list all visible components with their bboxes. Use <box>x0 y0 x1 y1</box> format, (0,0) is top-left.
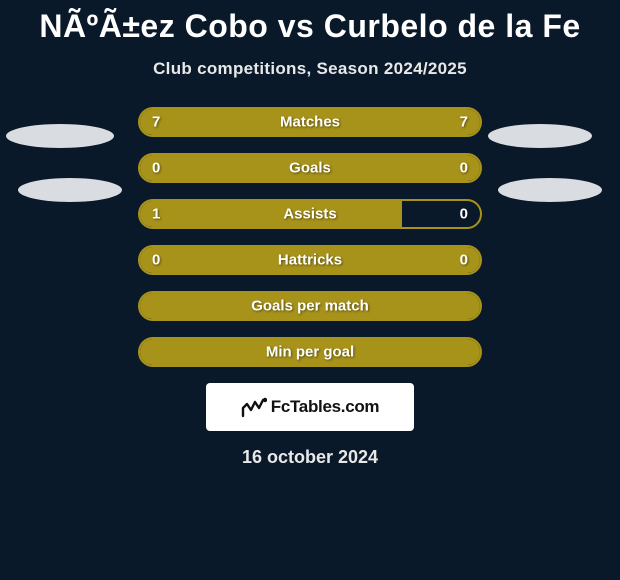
stat-row: 0 Hattricks 0 <box>138 245 482 275</box>
logo-box: FcTables.com <box>206 383 414 431</box>
stat-value-left: 0 <box>152 160 160 177</box>
stat-row: 7 Matches 7 <box>138 107 482 137</box>
logo-text: FcTables.com <box>271 397 380 417</box>
stat-value-left: 1 <box>152 206 160 223</box>
stat-fill-left <box>140 155 310 181</box>
stat-label: Goals per match <box>251 298 369 315</box>
stat-row: Min per goal <box>138 337 482 367</box>
stat-row: Goals per match <box>138 291 482 321</box>
player-ellipse <box>498 178 602 202</box>
player-ellipse <box>18 178 122 202</box>
stat-row: 1 Assists 0 <box>138 199 482 229</box>
stat-value-left: 0 <box>152 252 160 269</box>
stat-value-left: 7 <box>152 114 160 131</box>
subtitle: Club competitions, Season 2024/2025 <box>0 59 620 79</box>
fctables-logo-icon <box>241 396 267 418</box>
stat-label: Assists <box>283 206 336 223</box>
stat-label: Min per goal <box>266 344 354 361</box>
stat-value-right: 0 <box>460 252 468 269</box>
date-text: 16 october 2024 <box>0 447 620 468</box>
stat-value-right: 0 <box>460 160 468 177</box>
player-ellipse <box>488 124 592 148</box>
stat-row: 0 Goals 0 <box>138 153 482 183</box>
stat-value-right: 0 <box>460 206 468 223</box>
stat-fill-right <box>310 155 480 181</box>
player-ellipse <box>6 124 114 148</box>
stat-label: Goals <box>289 160 331 177</box>
stat-label: Hattricks <box>278 252 342 269</box>
stat-fill-left <box>140 201 402 227</box>
page-title: NÃºÃ±ez Cobo vs Curbelo de la Fe <box>0 0 620 45</box>
stat-value-right: 7 <box>460 114 468 131</box>
stat-label: Matches <box>280 114 340 131</box>
